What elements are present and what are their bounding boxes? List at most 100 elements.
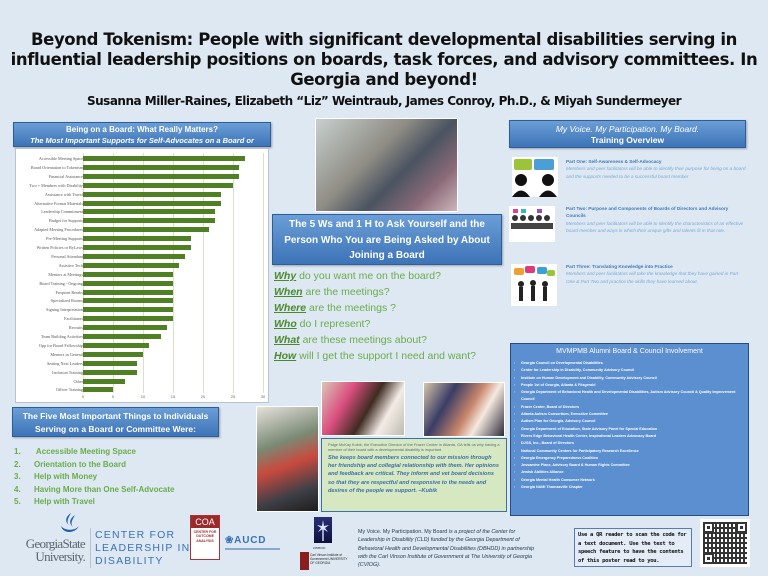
x-tick-label: 25 xyxy=(230,394,236,399)
x-tick-label: 0 xyxy=(81,394,85,399)
training-photo-3 xyxy=(423,382,505,437)
chart-row: Signing Interpretation xyxy=(16,305,270,314)
chart-bar xyxy=(83,351,143,357)
chart-gridline xyxy=(233,153,234,393)
alumni-item: Atlanta Autism Consortium, Executive Com… xyxy=(514,411,748,419)
alumni-item: Georgia Department of Education, State A… xyxy=(514,426,748,434)
project-credit: My Voice. My Participation. My Board is … xyxy=(358,529,535,569)
training-part-three: Part Three: Translating Knowledge into P… xyxy=(566,264,739,284)
question-who: Who do I represent? xyxy=(274,318,371,330)
chart-row: Mentors in General xyxy=(16,350,270,359)
alumni-item: Institute on Human Development and Disab… xyxy=(514,375,748,383)
chart-category-label: Financial Assistance xyxy=(48,173,83,179)
board-meeting-icon xyxy=(509,206,555,242)
chart-category-label: Frequent Breaks xyxy=(55,289,83,295)
kubik-quote: Paige McKay Kubik, the Executive Directo… xyxy=(321,438,507,512)
chart-category-label: Inclusion Training xyxy=(52,369,83,375)
chart-category-label: Alternative Format Materials xyxy=(34,200,83,206)
chart-category-label: Officer Training xyxy=(55,387,83,393)
chart-row: Financial Assistance xyxy=(16,172,270,181)
question-why: Why do you want me on the board? xyxy=(274,270,441,282)
top5-item: 4. Having More than One Self-Advocate xyxy=(14,484,175,494)
chart-category-label: Accessible Meeting Space xyxy=(38,156,83,161)
chart-bar xyxy=(83,369,137,375)
chart-category-label: Mentors in General xyxy=(50,351,83,357)
chart-category-label: Personal Attendant xyxy=(51,253,83,259)
dbhdd-label: DBHDD xyxy=(313,546,326,550)
gsu-wordmark: GeorgiaState University. xyxy=(25,536,86,564)
training-photo-2 xyxy=(321,381,405,436)
chart-row: Facilitators xyxy=(16,314,270,323)
aucd-rule xyxy=(225,548,280,550)
chart-banner: Being on a Board: What Really Matters? T… xyxy=(13,122,271,156)
poster-authors: Susanna Miller-Raines, Elizabeth “Liz” W… xyxy=(86,94,682,108)
chart-bar xyxy=(83,325,167,331)
alumni-item: Jessamine Place, Advisory Board & Human … xyxy=(514,462,748,470)
logo-divider xyxy=(90,528,91,568)
qr-code[interactable] xyxy=(700,519,750,567)
chart-category-label: Team Building Activities xyxy=(40,334,83,339)
chart-bar xyxy=(83,164,239,170)
chart-row: Two + Members with Disability xyxy=(16,181,270,190)
alumni-item: Georgia NAMI Thomasville Chapter xyxy=(514,484,748,492)
chart-bar xyxy=(83,262,179,268)
question-how: How will I get the support I need and wa… xyxy=(274,350,476,362)
chart-row: Board Training - Ongoing xyxy=(16,279,270,288)
chart-category-label: Opp for Board Fellowship xyxy=(38,342,83,348)
chart-row: Board Orientation to Tokenism xyxy=(16,163,270,172)
alumni-item: Georgia Mental Health Consumer Network xyxy=(514,477,748,485)
aucd-logo: ❀AUCD xyxy=(225,535,267,546)
chart-category-label: Board Training - Ongoing xyxy=(39,280,83,286)
chart-row: Pre-Meeting Supports xyxy=(16,234,270,243)
chart-bar xyxy=(83,387,113,393)
chart-bar xyxy=(83,173,239,179)
question-where: Where are the meetings ? xyxy=(274,302,396,314)
chart-category-label: Budget for Supports xyxy=(49,218,83,224)
chart-row: Opp for Board Fellowship xyxy=(16,341,270,350)
group-photo xyxy=(315,118,458,212)
question-what: What are these meetings about? xyxy=(274,334,427,346)
chart-bar xyxy=(83,360,137,366)
chart-bar xyxy=(83,378,125,384)
group-speech-icon xyxy=(511,264,557,306)
chart-bar xyxy=(83,253,185,259)
alumni-item: Georgia Emergency Preparedness Coalition xyxy=(514,455,748,463)
alumni-item: Georgia Department of Behavioral Health … xyxy=(514,389,748,404)
chart-gridline xyxy=(173,153,174,393)
chart-bar xyxy=(83,200,221,206)
alumni-list: Georgia Council on Developmental Disabil… xyxy=(514,360,748,492)
poster-title: Beyond Tokenism: People with significant… xyxy=(10,30,758,89)
chart-category-label: Specialized Rooms xyxy=(50,298,83,304)
chart-category-label: Board Orientation to Tokenism xyxy=(30,164,83,170)
qr-code-pattern xyxy=(703,522,747,564)
top5-item: 5. Help with Travel xyxy=(14,497,95,506)
training-part-two: Part Two: Purpose and Components of Boar… xyxy=(566,206,744,233)
chart-category-label: Written Policies or ByLaws xyxy=(36,245,83,250)
alumni-item: People 1st of Georgia, Atlanta & Fitzger… xyxy=(514,382,748,390)
chart-row: Assistance with Travel xyxy=(16,190,270,199)
gsu-flame-icon xyxy=(61,513,79,532)
chart-category-label: Seating Next Leaders xyxy=(46,360,83,366)
chart-category-label: Other xyxy=(73,378,83,384)
chart-row: Recruits xyxy=(16,323,270,332)
dbhdd-logo xyxy=(314,517,332,543)
chart-row: Team Building Activities xyxy=(16,332,270,341)
chart-row: Adapted Meeting Procedures xyxy=(16,225,270,234)
chart-bar xyxy=(83,289,173,295)
question-when: When are the meetings? xyxy=(274,286,390,298)
top5-banner: The Five Most Important Things to Indivi… xyxy=(12,407,219,437)
chart-category-label: Assistance with Travel xyxy=(44,191,83,197)
chart-category-label: Signing Interpretation xyxy=(46,307,83,313)
chart-row: Alternative Format Materials xyxy=(16,199,270,208)
alumni-item: Jewish Abilities Alliance xyxy=(514,469,748,477)
x-tick-label: 5 xyxy=(111,394,115,399)
quote-intro: Paige McKay Kubik, the Executive Directo… xyxy=(328,442,500,452)
cvi-logo-mark xyxy=(300,552,309,570)
top5-list: 1. Accessible Meeting Space 2. Orientatio… xyxy=(14,446,174,509)
top5-item: 1. Accessible Meeting Space xyxy=(14,447,136,456)
chart-row: Accessible Meeting Space xyxy=(16,154,270,163)
alumni-title: MVMPMB Alumni Board & Council Involvemen… xyxy=(556,348,703,355)
chart-row: Officer Training xyxy=(16,385,270,394)
alumni-item: National Community Centers for Participa… xyxy=(514,448,748,456)
chart-bar xyxy=(83,334,161,339)
